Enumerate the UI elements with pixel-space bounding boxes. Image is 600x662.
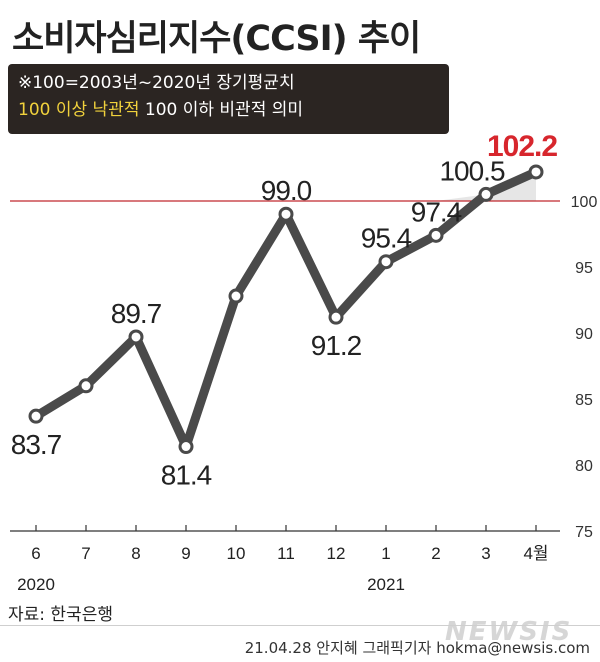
data-point-1 [78, 378, 94, 394]
y-tick-label-75: 75 [575, 524, 593, 541]
credit-line: 21.04.28 안지혜 그래픽기자 hokma@newsis.com [244, 639, 590, 657]
y-tick-label-90: 90 [575, 326, 593, 343]
x-tick-label-2: 8 [131, 544, 140, 563]
x-tick-label-0: 6 [31, 544, 40, 563]
data-label-5: 99.0 [261, 175, 312, 206]
data-point-9 [478, 186, 494, 202]
x-tick-label-8: 2 [431, 544, 440, 563]
data-label-3: 81.4 [161, 460, 212, 491]
data-point-6 [328, 309, 344, 325]
y-tick-label-85: 85 [575, 392, 593, 409]
x-tick-label-6: 12 [327, 544, 346, 563]
source-note: 자료: 한국은행 [8, 605, 113, 625]
data-point-5 [278, 206, 294, 222]
note-line-1: ※100=2003년~2020년 장기평균치 [18, 73, 295, 93]
x-tick-label-3: 9 [181, 544, 190, 563]
note-rest: 100 이하 비관적 의미 [139, 100, 304, 120]
x-tick-label-1: 7 [81, 544, 90, 563]
y-tick-label-100: 100 [571, 194, 598, 211]
data-point-2 [128, 329, 144, 345]
data-label-9: 100.5 [439, 155, 504, 186]
data-point-8 [428, 227, 444, 243]
newsis-watermark: NEWSIS [445, 617, 573, 647]
year-label-2020: 2020 [17, 575, 55, 594]
data-point-4 [228, 288, 244, 304]
data-label-8: 97.4 [411, 196, 462, 227]
data-point-10 [528, 164, 544, 180]
data-point-7 [378, 254, 394, 270]
y-tick-label-95: 95 [575, 260, 593, 277]
page-title: 소비자심리지수(CCSI) 추이 [12, 19, 421, 59]
footer-divider [0, 625, 600, 626]
note-highlight: 100 이상 낙관적 [18, 100, 140, 120]
year-label-2021: 2021 [367, 575, 405, 594]
data-label-6: 91.2 [311, 330, 362, 361]
x-tick-label-4: 10 [227, 544, 246, 563]
note-box: ※100=2003년~2020년 장기평균치 100 이상 낙관적 100 이하… [8, 64, 449, 134]
data-label-10: 102.2 [487, 130, 557, 163]
data-point-3 [178, 439, 194, 455]
note-line-2: 100 이상 낙관적 100 이하 비관적 의미 [18, 97, 439, 124]
data-point-0 [28, 408, 44, 424]
data-label-2: 89.7 [111, 298, 162, 329]
y-tick-label-80: 80 [575, 458, 593, 475]
x-tick-label-9: 3 [481, 544, 490, 563]
x-tick-label-5: 11 [277, 544, 295, 563]
data-label-7: 95.4 [361, 223, 412, 254]
x-tick-label-10: 4월 [523, 544, 548, 563]
data-label-0: 83.7 [11, 429, 62, 460]
x-tick-label-7: 1 [381, 544, 390, 563]
